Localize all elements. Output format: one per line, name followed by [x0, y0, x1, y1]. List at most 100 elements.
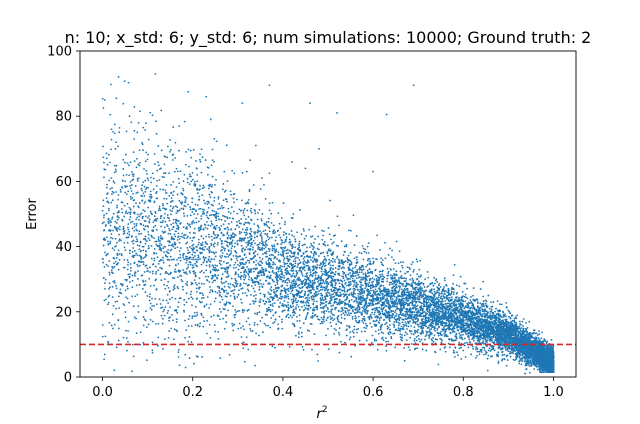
data-point [368, 257, 371, 260]
data-point [305, 235, 308, 237]
data-point [490, 344, 493, 347]
data-point [317, 280, 319, 283]
data-point [286, 267, 288, 270]
data-point [444, 299, 447, 302]
data-point [178, 364, 181, 367]
data-point [183, 309, 185, 312]
data-point [350, 292, 353, 294]
data-point [418, 280, 420, 283]
data-point [300, 331, 303, 334]
data-point [177, 226, 180, 229]
data-point [320, 311, 323, 313]
data-point [212, 268, 214, 271]
data-point [386, 280, 389, 283]
data-point [413, 339, 416, 342]
data-point [160, 279, 163, 282]
data-point [184, 233, 187, 236]
data-point [537, 337, 540, 339]
data-point [223, 267, 226, 270]
data-point [144, 242, 147, 245]
data-point [151, 114, 154, 117]
data-point [374, 288, 377, 291]
data-point [145, 326, 148, 328]
data-point [458, 347, 461, 350]
data-point [270, 265, 273, 268]
data-point [416, 273, 419, 275]
data-point [404, 272, 407, 275]
data-point [243, 231, 246, 234]
data-point [195, 283, 198, 286]
data-point [212, 267, 215, 269]
data-point [153, 284, 155, 287]
data-point [115, 307, 118, 310]
data-point [187, 203, 189, 206]
data-point [169, 209, 172, 212]
data-point [422, 283, 425, 286]
data-point [159, 217, 162, 220]
data-point [406, 289, 409, 292]
data-point [250, 243, 253, 246]
data-point [261, 261, 263, 264]
data-point [232, 197, 235, 200]
data-point [303, 237, 306, 240]
data-point [189, 261, 192, 264]
data-point [339, 295, 342, 297]
data-point [103, 221, 105, 224]
data-point [135, 223, 138, 225]
data-point [281, 248, 284, 251]
data-point [183, 204, 186, 207]
data-point [504, 347, 507, 349]
data-point [195, 210, 197, 213]
data-point [398, 282, 401, 285]
data-point [154, 73, 157, 75]
data-point [428, 290, 431, 293]
data-point [301, 273, 303, 275]
data-point [309, 271, 312, 274]
data-point [129, 273, 131, 276]
data-point [489, 350, 492, 352]
data-point [402, 297, 404, 300]
data-point [462, 349, 465, 352]
data-point [327, 348, 330, 351]
data-point [365, 285, 368, 288]
data-point [182, 189, 185, 192]
data-point [190, 247, 193, 250]
data-point [139, 213, 142, 216]
data-point [189, 263, 192, 266]
data-point [351, 315, 354, 318]
data-point [202, 261, 205, 264]
data-point [453, 263, 456, 266]
data-point [263, 295, 266, 298]
data-point [323, 316, 325, 319]
data-point [131, 179, 134, 182]
data-point [319, 279, 322, 282]
data-point [385, 321, 388, 324]
data-point [126, 287, 129, 290]
data-point [455, 313, 458, 316]
data-point [381, 310, 384, 313]
data-point [122, 168, 125, 170]
data-point [429, 289, 432, 292]
data-point [273, 248, 276, 250]
data-point [238, 226, 241, 228]
data-point [292, 298, 295, 300]
data-point [168, 229, 171, 232]
data-point [203, 283, 205, 285]
data-point [345, 243, 348, 246]
data-point [169, 139, 171, 141]
data-point [302, 257, 305, 260]
data-point [390, 337, 393, 340]
data-point [176, 258, 178, 261]
data-point [179, 222, 182, 224]
data-point [172, 258, 175, 261]
data-point [272, 254, 275, 257]
data-point [320, 267, 323, 269]
data-point [365, 339, 368, 342]
data-point [536, 334, 539, 336]
data-point [236, 240, 239, 242]
data-point [198, 277, 201, 280]
data-point [358, 280, 361, 283]
data-point [409, 278, 411, 281]
data-point [173, 284, 176, 287]
data-point [505, 302, 508, 304]
